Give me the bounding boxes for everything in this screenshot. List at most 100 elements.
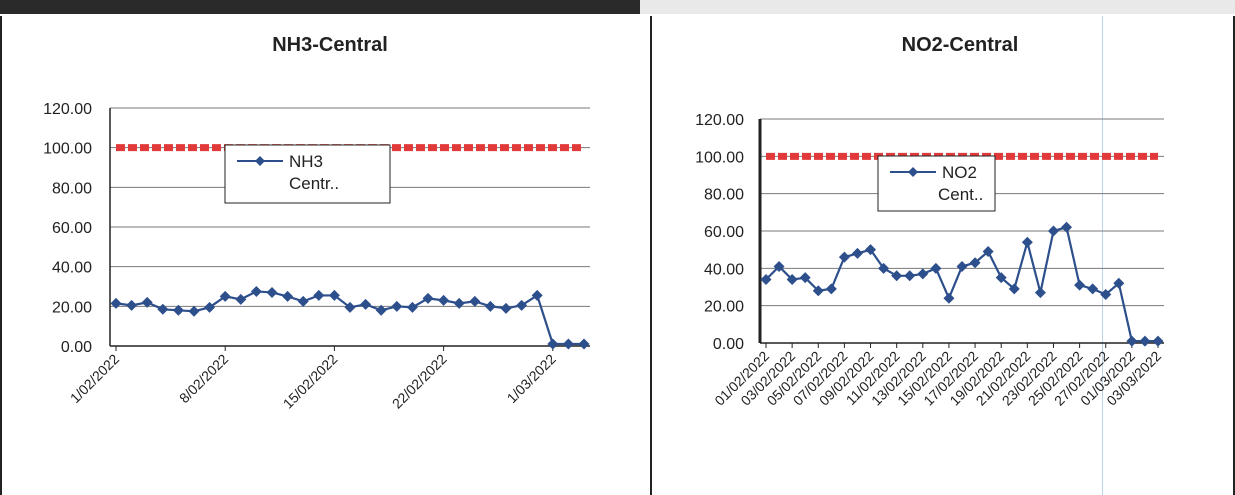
data-point xyxy=(453,297,465,309)
legend-label-line2: Centr.. xyxy=(289,174,339,193)
data-point xyxy=(878,262,890,274)
data-point xyxy=(360,298,372,310)
y-tick-label: 100.00 xyxy=(43,141,92,158)
chart-title-nh3: NH3-Central xyxy=(272,34,388,56)
data-point xyxy=(786,274,798,286)
y-tick-label: 60.00 xyxy=(704,224,744,241)
data-point xyxy=(157,303,169,315)
y-tick-label: 0.00 xyxy=(713,336,744,353)
data-point xyxy=(313,289,325,301)
series-line xyxy=(765,225,1158,343)
legend-label-line1: NH3 xyxy=(289,152,323,171)
y-tick-label: 120.00 xyxy=(695,112,744,129)
data-point xyxy=(982,246,994,258)
data-point xyxy=(266,286,278,298)
y-tick-label: 80.00 xyxy=(704,187,744,204)
y-tick-label: 0.00 xyxy=(61,339,92,356)
legend-marker xyxy=(908,167,918,177)
data-point xyxy=(956,260,968,272)
y-tick-label: 40.00 xyxy=(704,261,744,278)
data-point xyxy=(799,272,811,284)
y-tick-label: 20.00 xyxy=(704,299,744,316)
data-point xyxy=(943,292,955,304)
panel-no2 xyxy=(652,16,1235,495)
data-point xyxy=(1113,277,1125,289)
data-point xyxy=(328,289,340,301)
data-point xyxy=(219,290,231,302)
data-point xyxy=(126,299,138,311)
data-point xyxy=(930,262,942,274)
data-point xyxy=(141,296,153,308)
x-tick-label: 1/02/2022 xyxy=(67,351,123,407)
data-point xyxy=(1021,236,1033,248)
data-point xyxy=(1074,279,1086,291)
y-tick-label: 80.00 xyxy=(52,180,92,197)
data-point xyxy=(531,289,543,301)
data-point xyxy=(917,268,929,280)
legend-box xyxy=(224,144,391,204)
legend-label-line1: NO2 xyxy=(942,163,977,182)
data-point xyxy=(1061,221,1073,233)
data-point xyxy=(1100,288,1112,300)
series-line xyxy=(115,290,584,346)
data-point xyxy=(110,297,122,309)
x-tick-label: 22/02/2022 xyxy=(389,351,450,412)
data-point xyxy=(188,305,200,317)
top-band-dark xyxy=(0,0,640,14)
data-point xyxy=(438,294,450,306)
data-point xyxy=(344,301,356,313)
data-point xyxy=(250,285,262,297)
data-point xyxy=(375,304,387,316)
data-point xyxy=(500,302,512,314)
data-point xyxy=(562,338,574,350)
chart-no2: 120.00100.0080.0060.0040.0020.000.0001/0… xyxy=(695,112,1164,409)
chart-nh3: 120.00 100.00 80.00 60.00 40.00 20.00 0.001/02… xyxy=(43,101,590,412)
y-tick-label: 40.00 xyxy=(52,260,92,277)
data-point xyxy=(578,338,590,350)
x-tick-label: 15/02/2022 xyxy=(280,351,341,412)
data-point xyxy=(172,304,184,316)
data-point xyxy=(1087,283,1099,295)
data-point xyxy=(1126,335,1138,347)
data-point xyxy=(825,283,837,295)
data-point xyxy=(851,247,863,259)
data-point xyxy=(297,295,309,307)
y-tick-label: 120.00 xyxy=(43,101,92,118)
legend-marker xyxy=(255,156,265,166)
data-point xyxy=(1152,335,1164,347)
data-point xyxy=(516,299,528,311)
chart-title-no2: NO2-Central xyxy=(901,34,1019,56)
data-point xyxy=(865,244,877,256)
x-tick-label: 1/03/2022 xyxy=(504,351,560,407)
data-point xyxy=(1139,335,1151,347)
legend-box xyxy=(877,155,996,212)
data-point xyxy=(204,301,216,313)
data-point xyxy=(282,290,294,302)
data-point xyxy=(235,293,247,305)
data-point xyxy=(1034,287,1046,299)
data-point xyxy=(547,338,559,350)
y-tick-label: 20.00 xyxy=(52,299,92,316)
x-tick-label: 8/02/2022 xyxy=(176,351,232,407)
data-point xyxy=(422,292,434,304)
panel-nh3 xyxy=(0,16,652,495)
data-point xyxy=(969,257,981,269)
legend-label-line2: Cent.. xyxy=(938,185,983,204)
y-tick-label: 60.00 xyxy=(52,220,92,237)
data-point xyxy=(1047,225,1059,237)
data-point xyxy=(812,285,824,297)
data-point xyxy=(904,270,916,282)
data-point xyxy=(891,270,903,282)
data-point xyxy=(838,251,850,263)
faint-guide-line xyxy=(1102,16,1103,495)
y-tick-label: 100.00 xyxy=(695,149,744,166)
data-point xyxy=(469,295,481,307)
data-point xyxy=(484,300,496,312)
data-point xyxy=(760,274,772,286)
data-point xyxy=(406,301,418,313)
data-point xyxy=(391,300,403,312)
top-band xyxy=(0,0,1235,16)
data-point xyxy=(995,272,1007,284)
data-point xyxy=(1008,283,1020,295)
